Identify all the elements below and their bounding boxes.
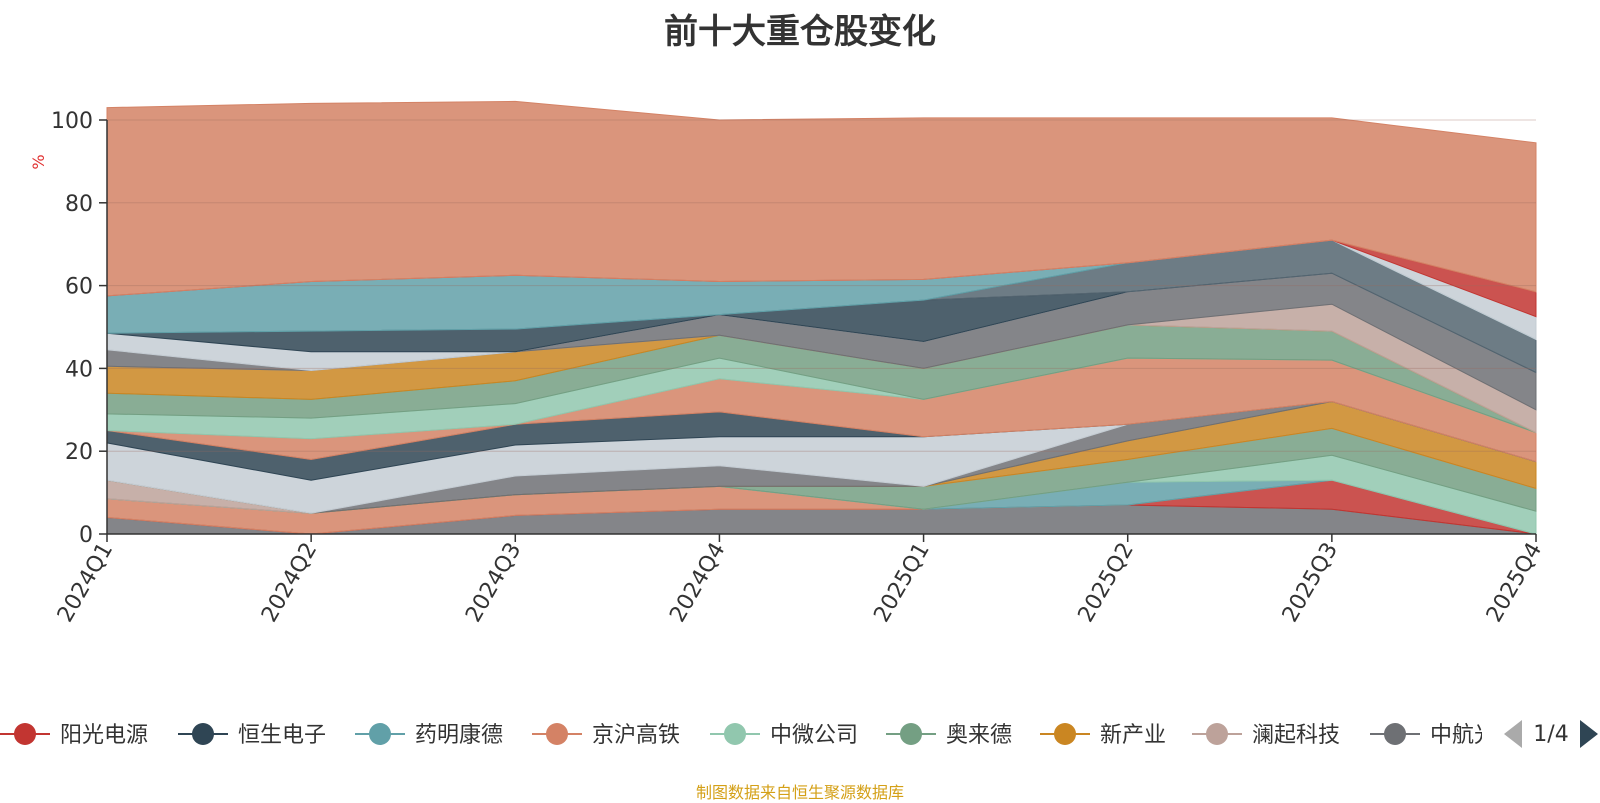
legend-item[interactable]: 奥来德	[886, 723, 1012, 748]
legend-item[interactable]: 澜起科技	[1192, 723, 1340, 748]
y-tick-label: 60	[65, 275, 93, 300]
x-tick-label: 2024Q4	[665, 539, 730, 627]
legend-marker-icon	[192, 723, 214, 745]
gridlines	[107, 119, 1536, 452]
x-axis-ticks: 2024Q1 2024Q2 2024Q3 2024Q4 2025Q1 2025Q2 2025…	[53, 534, 1547, 627]
legend-label: 阳光电源	[60, 723, 148, 748]
legend-item[interactable]: 恒生电子	[178, 723, 326, 748]
y-tick-label: 80	[65, 192, 93, 217]
legend: 阳光电源 恒生电子 药明康德 京沪高铁 中微公司 奥来德 新产业 澜起科技 中航光电	[0, 723, 1518, 748]
x-tick-label: 2025Q3	[1278, 539, 1343, 627]
legend-page-indicator: 1/4	[1533, 722, 1568, 747]
legend-label: 京沪高铁	[592, 723, 680, 748]
legend-item[interactable]: 药明康德	[355, 723, 503, 748]
legend-label: 奥来德	[946, 723, 1012, 748]
legend-label: 澜起科技	[1252, 723, 1340, 748]
y-tick-label: 0	[79, 523, 93, 548]
source-note: 制图数据来自恒生聚源数据库	[695, 783, 904, 802]
legend-marker-icon	[1054, 723, 1076, 745]
chart-title: 前十大重仓股变化	[664, 12, 936, 52]
legend-label: 中微公司	[770, 723, 858, 748]
y-tick-label: 100	[51, 109, 93, 134]
legend-marker-icon	[369, 723, 391, 745]
legend-marker-icon	[1384, 723, 1406, 745]
legend-marker-icon	[1206, 723, 1228, 745]
legend-label: 药明康德	[415, 723, 503, 748]
area-series-group	[106, 100, 1537, 535]
x-tick-label: 2025Q2	[1074, 539, 1139, 627]
x-tick-label: 2025Q4	[1482, 539, 1547, 627]
y-axis-unit-label: %	[29, 154, 48, 169]
axes	[106, 120, 1536, 535]
legend-label: 恒生电子	[238, 723, 326, 748]
legend-item[interactable]: 中航光电	[1370, 723, 1518, 748]
x-tick-label: 2024Q2	[257, 539, 322, 627]
x-tick-label: 2024Q3	[461, 539, 526, 627]
y-axis-ticks: 0 20 40 60 80 100	[51, 109, 107, 548]
legend-marker-icon	[724, 723, 746, 745]
legend-prev-icon[interactable]	[1504, 720, 1522, 748]
legend-marker-icon	[546, 723, 568, 745]
y-tick-label: 40	[65, 357, 93, 382]
x-tick-label: 2024Q1	[53, 539, 118, 627]
legend-label: 新产业	[1100, 723, 1166, 748]
x-tick-label: 2025Q1	[869, 539, 934, 627]
legend-marker-icon	[14, 723, 36, 745]
area-series-23[interactable]	[106, 100, 1537, 297]
legend-pager: 1/4	[1504, 720, 1598, 748]
legend-next-icon[interactable]	[1580, 720, 1598, 748]
legend-item[interactable]: 中微公司	[710, 723, 858, 748]
y-tick-label: 20	[65, 440, 93, 465]
legend-item[interactable]: 新产业	[1040, 723, 1166, 748]
legend-item[interactable]: 阳光电源	[0, 723, 148, 748]
legend-marker-icon	[900, 723, 922, 745]
legend-label: 中航光电	[1430, 723, 1518, 748]
legend-item[interactable]: 京沪高铁	[532, 723, 680, 748]
